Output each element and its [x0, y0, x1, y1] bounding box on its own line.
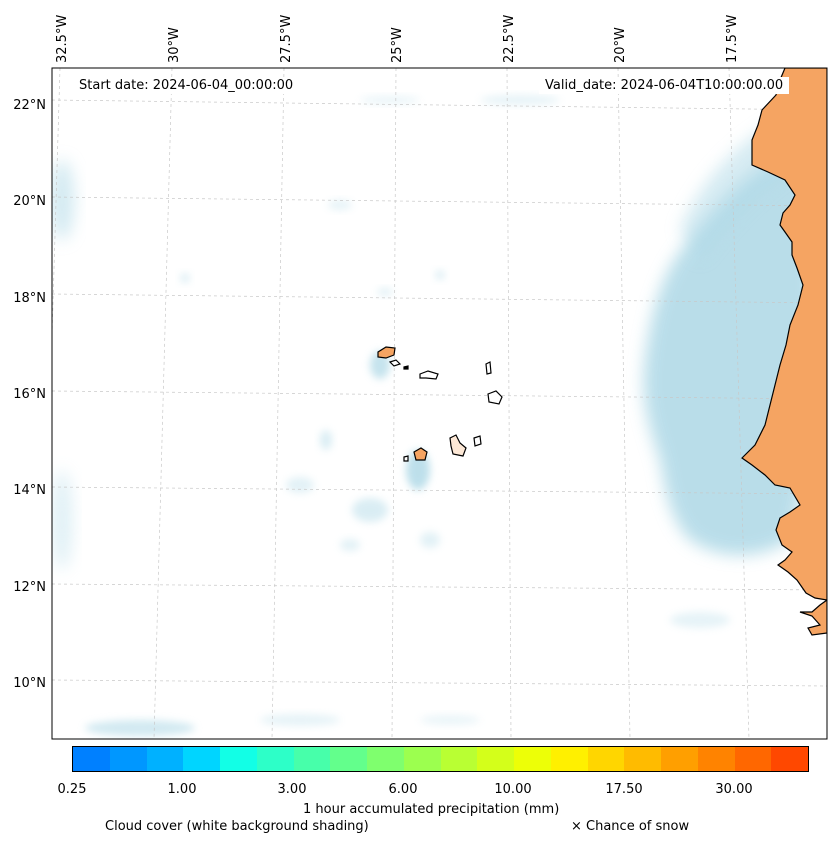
colorbar-tick-label: 10.00 [494, 782, 532, 797]
lon-label: 27.5°W [279, 14, 294, 63]
island-sao-nicolau [419, 370, 439, 380]
lat-label: 22°N [13, 98, 46, 113]
island-santa-luzia [403, 365, 409, 370]
colorbar-segment [697, 747, 735, 771]
lon-gridline [153, 68, 173, 739]
island-boa-vista [487, 390, 503, 405]
cloud-patch [52, 160, 74, 240]
lon-label: 32.5°W [55, 14, 70, 63]
colorbar-segment [477, 747, 514, 771]
cloud-patch [670, 612, 730, 628]
cloud-patch [352, 498, 388, 522]
colorbar-segment [73, 747, 110, 771]
colorbar-tick-label: 30.00 [715, 782, 753, 797]
map-frame [51, 67, 828, 740]
gridlines [52, 68, 827, 739]
lat-label: 14°N [13, 483, 46, 498]
colorbar-tick-label: 17.50 [605, 782, 643, 797]
cloud-patch [328, 200, 352, 210]
island-sao-vicente [388, 359, 402, 367]
lat-label: 16°N [13, 387, 46, 402]
island-sal [485, 361, 492, 375]
cloud-patch [52, 470, 72, 570]
precipitation-colorbar [72, 746, 809, 772]
island-brava [403, 455, 409, 462]
colorbar-tick-label: 0.25 [57, 782, 87, 797]
lon-label: 25°W [390, 27, 405, 63]
colorbar-segment [146, 747, 184, 771]
colorbar-segment [367, 747, 404, 771]
colorbar-segment [514, 747, 551, 771]
colorbar-segment [587, 747, 625, 771]
colorbar-segment [440, 747, 478, 771]
lon-label: 30°W [167, 27, 182, 63]
colorbar-tick-label: 6.00 [388, 782, 418, 797]
colorbar-segment [256, 747, 294, 771]
colorbar-segment [771, 747, 808, 771]
colorbar-segment [220, 747, 257, 771]
colorbar-tick-label: 1.00 [167, 782, 197, 797]
island-fogo [413, 447, 428, 461]
cloud-patch [360, 96, 420, 104]
africa-coastline [741, 68, 827, 601]
lon-gridline [728, 68, 750, 739]
colorbar-segment [109, 747, 147, 771]
cloud-patch [85, 720, 195, 736]
colorbar-label: 1 hour accumulated precipitation (mm) [303, 802, 560, 817]
lon-gridline [391, 68, 397, 739]
cloud-patch [180, 273, 190, 283]
cloud-patch [260, 714, 340, 726]
lon-label: 17.5°W [725, 14, 740, 63]
cloud-patch [420, 532, 440, 548]
lat-label: 18°N [13, 291, 46, 306]
colorbar-segment [183, 747, 220, 771]
colorbar-tick-label: 3.00 [277, 782, 307, 797]
guinea-bissau-coast [799, 599, 827, 636]
lon-label: 22.5°W [502, 14, 517, 63]
lat-label: 10°N [13, 676, 46, 691]
cape-verde-islands [377, 346, 503, 462]
lat-label: 12°N [13, 580, 46, 595]
valid-date-label: Valid_date: 2024-06-04T10:00:00.00 [539, 77, 790, 94]
lon-gridline [271, 68, 285, 739]
colorbar-segment [661, 747, 698, 771]
cloud-patch [320, 430, 332, 450]
colorbar-segment [293, 747, 331, 771]
lat-label: 20°N [13, 194, 46, 209]
lon-label: 20°W [613, 27, 628, 63]
colorbar-segment [403, 747, 441, 771]
island-maio [473, 435, 482, 447]
cloud-patch [340, 539, 360, 551]
colorbar-segment [624, 747, 661, 771]
colorbar-segment [330, 747, 367, 771]
lon-gridline [617, 68, 631, 739]
cloud-patch [286, 477, 314, 493]
colorbar-segment [734, 747, 772, 771]
cloud-cover-legend: Cloud cover (white background shading) [105, 819, 369, 834]
snow-legend: × Chance of snow [571, 819, 690, 834]
cloud-patch [480, 95, 560, 105]
cloud-patch [420, 715, 480, 725]
island-santo-antao [377, 346, 396, 359]
cloud-patch [377, 288, 393, 296]
start-date-label: Start date: 2024-06-04_00:00:00 [73, 77, 300, 94]
cloud-patch [435, 270, 445, 280]
colorbar-segment [550, 747, 588, 771]
lon-gridline [506, 68, 512, 739]
island-santiago [449, 434, 467, 457]
